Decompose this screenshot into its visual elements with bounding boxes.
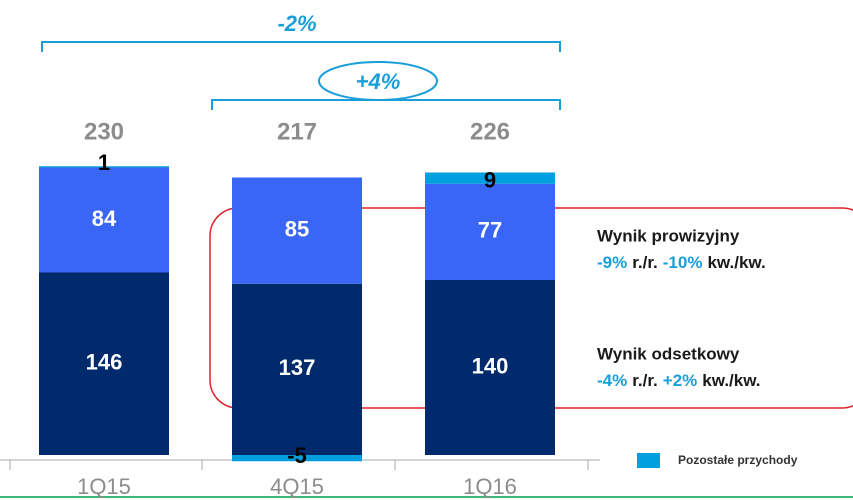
value-label: 85 [285, 216, 309, 241]
value-label: -5 [287, 443, 307, 468]
bar-segment [425, 280, 555, 455]
value-label: 140 [472, 353, 509, 378]
bar-segment [425, 172, 555, 184]
total-label: 226 [470, 118, 510, 145]
x-tick-label: 1Q15 [77, 474, 131, 499]
bar-segment [232, 455, 362, 462]
total-label: 217 [277, 118, 317, 145]
note-qoq-unit: kw./kw. [702, 371, 760, 390]
note-title: Wynik odsetkowy [597, 344, 740, 363]
value-label: 146 [86, 350, 123, 375]
highlight-ellipse [318, 61, 438, 101]
bar-segment [232, 177, 362, 284]
note-changes: -9% r./r. -10% kw./kw. [597, 253, 766, 272]
legend-swatch [637, 453, 660, 468]
total-label: 230 [84, 118, 124, 145]
note-yoy: -9% [597, 253, 627, 272]
bar-segment [425, 183, 555, 280]
note-yoy-unit: r./r. [632, 253, 658, 272]
note-changes: -4% r./r. +2% kw./kw. [597, 371, 761, 390]
note-qoq: +2% [663, 371, 698, 390]
value-label: 1 [98, 150, 110, 175]
bracket [211, 99, 561, 110]
bar-segment [39, 167, 169, 273]
bar-segment [39, 166, 169, 168]
value-label: 9 [484, 167, 496, 192]
x-tick-label: 1Q16 [463, 474, 517, 499]
note-yoy-unit: r./r. [632, 371, 658, 390]
note-yoy: -4% [597, 371, 627, 390]
bar-segment [232, 283, 362, 455]
legend-label: Pozostałe przychody [678, 453, 798, 467]
bar-segment [39, 272, 169, 455]
value-label: 84 [92, 206, 117, 231]
value-label: 77 [478, 218, 502, 243]
note-qoq: -10% [663, 253, 703, 272]
x-tick-label: 4Q15 [270, 474, 324, 499]
note-title: Wynik prowizyjny [597, 226, 740, 245]
value-label: 137 [279, 355, 316, 380]
change-label: -2% [277, 11, 316, 36]
bracket [41, 41, 561, 52]
note-qoq-unit: kw./kw. [707, 253, 765, 272]
change-label: +4% [356, 69, 401, 94]
